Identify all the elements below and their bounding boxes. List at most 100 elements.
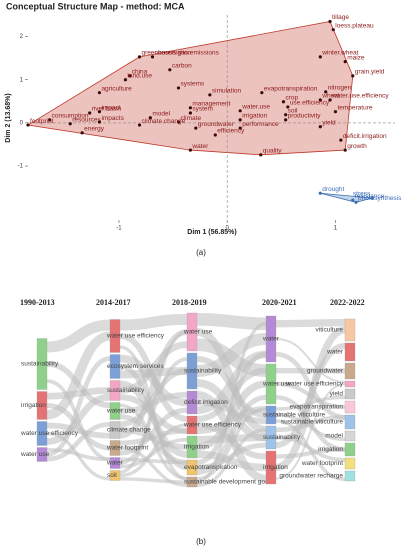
point-label: irrigation — [242, 113, 267, 120]
point — [343, 148, 347, 152]
point-label: temperature — [337, 104, 372, 111]
flow-link — [119, 477, 188, 484]
flow-link — [196, 333, 267, 377]
point-label: agriculture — [101, 85, 132, 92]
node-label: evapotranspiration — [184, 464, 238, 471]
point — [328, 98, 332, 102]
sankey-node — [344, 457, 356, 470]
column-header: 1990-2013 — [20, 298, 55, 307]
sankey-node — [109, 421, 121, 439]
sankey-node — [344, 342, 356, 362]
sankey-node — [186, 476, 198, 488]
sankey-node — [344, 318, 356, 342]
sankey-node — [186, 312, 198, 352]
point-label: simulation — [212, 88, 242, 95]
column-header: 2020-2021 — [262, 298, 297, 307]
point-label: river.basin — [92, 106, 122, 113]
point — [188, 106, 192, 110]
flow-link — [275, 383, 346, 480]
sankey-node — [109, 319, 121, 353]
point-label: efficiency — [217, 128, 245, 135]
point-label: grain.yield — [355, 69, 385, 76]
node-label: water footprint — [106, 445, 148, 452]
flow-link — [196, 450, 267, 472]
sankey-node — [109, 380, 121, 401]
sankey-node — [186, 435, 198, 459]
point — [318, 55, 322, 59]
sankey-node — [186, 415, 198, 435]
sankey-node — [344, 362, 356, 380]
node-label: water use efficiency — [106, 333, 165, 340]
point-label: deficit.irrigation — [343, 133, 387, 140]
y-tick-label: 1 — [20, 77, 24, 83]
point — [80, 131, 84, 135]
flow-link — [275, 319, 346, 328]
flow-link — [119, 428, 188, 446]
point — [318, 191, 322, 195]
sankey-node — [109, 440, 121, 456]
node-label: sustainability — [184, 368, 222, 375]
point — [351, 198, 355, 202]
sankey-node — [265, 315, 277, 363]
sankey-node — [344, 414, 356, 430]
point — [168, 68, 172, 72]
sankey-node — [344, 442, 356, 457]
point — [324, 90, 328, 94]
flow-link — [196, 322, 267, 484]
flow-link — [275, 435, 346, 462]
sankey-node — [186, 352, 198, 390]
point — [137, 55, 142, 59]
point-label: winter.wheat — [321, 50, 358, 57]
y-tick-label: 2 — [20, 34, 24, 40]
point — [331, 28, 335, 32]
point — [128, 74, 132, 78]
point-label: system — [192, 106, 213, 113]
column-header: 2018-2019 — [172, 298, 207, 307]
point-label: water.use — [241, 104, 270, 111]
point-label: quality — [263, 148, 283, 155]
point — [97, 120, 102, 124]
node-label: sustainability — [263, 434, 301, 441]
sankey-node — [344, 400, 356, 414]
point — [328, 19, 332, 24]
point — [68, 122, 72, 126]
point — [88, 111, 92, 115]
point — [176, 120, 181, 124]
point — [123, 78, 128, 82]
point-label: china — [132, 69, 148, 76]
node-label: sustainable viticulture — [281, 419, 344, 426]
point-label: drought — [322, 186, 344, 193]
point — [333, 110, 338, 114]
node-label: water use — [183, 329, 213, 336]
sankey-node — [109, 470, 121, 481]
node-label: groundwater — [307, 368, 344, 375]
point-label: tillage — [332, 14, 349, 21]
sankey-node — [344, 380, 356, 388]
point — [343, 60, 347, 64]
point — [26, 123, 30, 127]
point-label: energy — [84, 126, 105, 133]
point — [238, 118, 242, 122]
flow-link — [46, 319, 111, 353]
sankey-node — [109, 457, 121, 469]
node-label: water use efficiency — [183, 422, 242, 429]
point-label: water — [191, 143, 209, 150]
point — [208, 93, 212, 97]
point-label: water.use.efficiency — [331, 93, 389, 100]
point-label: photosynthesis — [358, 195, 402, 202]
x-tick-label: 0 — [226, 226, 230, 232]
node-label: water use efficiency — [20, 430, 79, 437]
flow-link — [275, 413, 346, 441]
node-label: yield — [330, 391, 344, 398]
node-label: water use — [20, 451, 50, 458]
node-label: water — [326, 349, 344, 356]
point-label: soil — [288, 107, 298, 114]
flow-link — [275, 414, 346, 433]
point-label: loess.plateau — [335, 22, 374, 29]
node-label: sustainability — [21, 361, 59, 368]
flow-link — [46, 331, 111, 420]
flow-link — [196, 312, 267, 331]
point-label: stress — [353, 191, 371, 198]
sankey-node — [265, 450, 277, 485]
